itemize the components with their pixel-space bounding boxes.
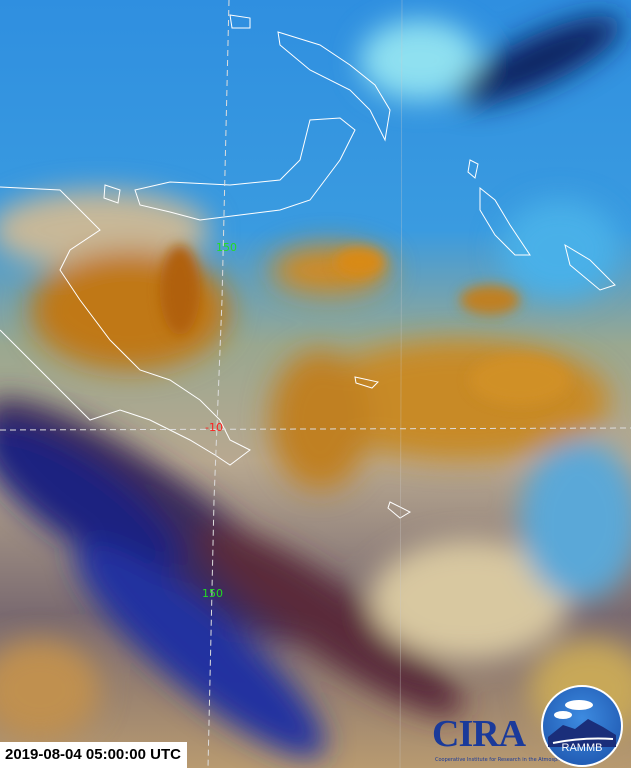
longitude-label-top: 150 xyxy=(216,241,237,254)
timestamp-label: 2019-08-04 05:00:00 UTC xyxy=(0,742,187,768)
mountain-cloud-icon xyxy=(548,700,616,747)
longitude-label-bottom: 150 xyxy=(202,587,223,600)
rammb-logo: RAMMB xyxy=(541,685,623,767)
rammb-logo-text: RAMMB xyxy=(561,742,603,754)
cira-tagline: Cooperative Institute for Research in th… xyxy=(435,757,569,763)
latitude-label: -10 xyxy=(205,421,223,434)
cira-logo: CIRA xyxy=(432,713,526,755)
coastlines xyxy=(0,14,616,519)
